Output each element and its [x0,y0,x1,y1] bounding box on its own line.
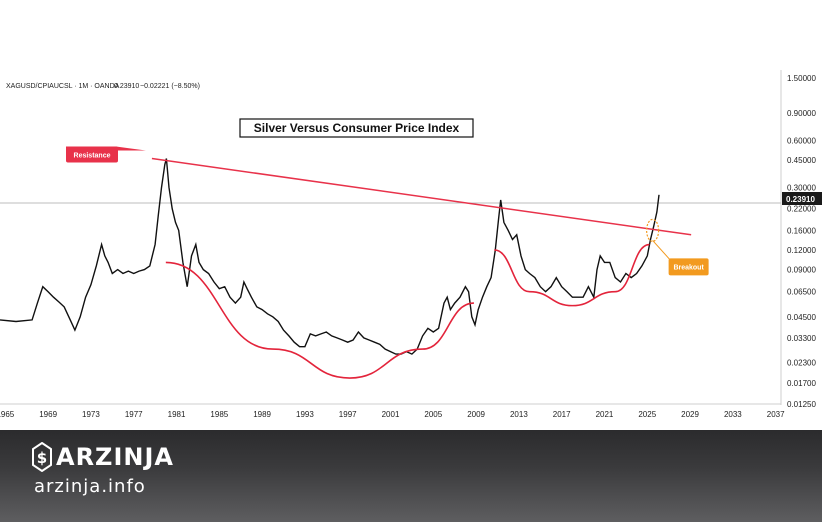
y-tick-label: 0.60000 [787,136,816,145]
breakout-label-box [668,258,709,276]
x-tick-label: 1997 [339,410,357,419]
x-tick-label: 1965 [0,410,15,419]
x-tick-label: 1981 [168,410,186,419]
x-tick-label: 1969 [39,410,57,419]
breakout-marker [646,218,660,242]
series-line [0,158,660,355]
x-tick-label: 2005 [424,410,442,419]
chart-title: Silver Versus Consumer Price Index [254,121,460,135]
title-box [239,118,474,138]
y-tick-label: 0.01250 [787,400,816,409]
y-tick-label: 0.02300 [787,358,816,367]
last-value: 0.23910 [114,83,139,90]
chart-area: XAGUSD/CPIAUCSL · 1M · OANDA 0.23910 −0.… [0,70,822,419]
cup-curve [165,261,475,379]
y-tick-label: 0.12000 [787,246,816,255]
x-tick-label: 1973 [82,410,100,419]
cup-curve [494,243,650,307]
breakout-pointer [652,240,671,261]
x-tick-label: 2033 [724,410,742,419]
x-tick-label: 2025 [638,410,656,419]
y-tick-label: 0.45000 [787,156,816,165]
last-price-tag [782,192,822,205]
x-tick-label: 2001 [382,410,400,419]
brand-footer: $ ARZINJA arzinja.info [0,430,822,522]
chart-svg: XAGUSD/CPIAUCSL · 1M · OANDA 0.23910 −0.… [0,70,822,419]
x-tick-label: 1977 [125,410,143,419]
y-tick-label: 0.90000 [787,109,816,118]
last-price-tag-label: 0.23910 [786,195,815,204]
symbol-label: XAGUSD/CPIAUCSL · 1M · OANDA [6,83,120,90]
y-tick-label: 0.03300 [787,334,816,343]
x-tick-label: 1993 [296,410,314,419]
x-tick-label: 1985 [210,410,228,419]
breakout-label: Breakout [673,264,704,271]
x-tick-label: 2037 [767,410,785,419]
y-tick-label: 0.22000 [787,205,816,214]
y-tick-label: 0.30000 [787,184,816,193]
y-tick-label: 1.50000 [787,74,816,83]
brand-name: ARZINJA [56,443,174,471]
resistance-label-box [66,146,118,163]
y-tick-label: 0.09000 [787,266,816,275]
y-tick-label: 0.16000 [787,226,816,235]
resistance-label: Resistance [74,152,111,159]
y-tick-label: 0.04500 [787,313,816,322]
brand-url[interactable]: arzinja.info [34,476,146,497]
x-tick-label: 1989 [253,410,271,419]
x-tick-label: 2017 [553,410,571,419]
x-tick-label: 2013 [510,410,528,419]
resistance-trendline [151,157,692,236]
x-tick-label: 2021 [596,410,614,419]
x-tick-label: 2009 [467,410,485,419]
arzinja-logo-icon: $ [32,442,52,472]
x-tick-label: 2029 [681,410,699,419]
y-tick-label: 0.01700 [787,379,816,388]
change-value: −0.02221 (−8.50%) [140,83,200,90]
y-tick-label: 0.06500 [787,288,816,297]
svg-text:$: $ [37,449,47,467]
